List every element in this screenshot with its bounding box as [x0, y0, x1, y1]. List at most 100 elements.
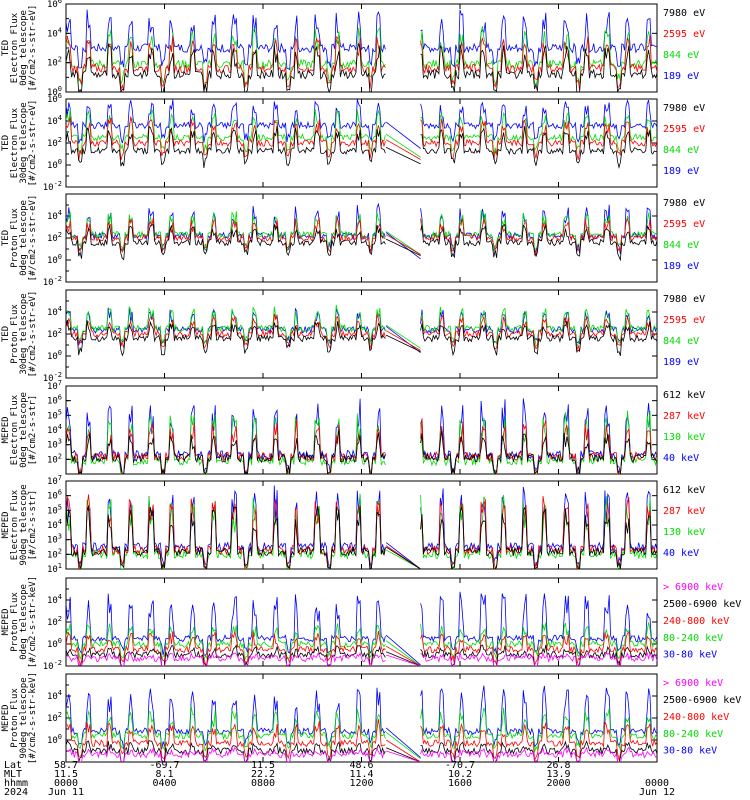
- y-tick-label: 106: [47, 394, 62, 407]
- y-tick-label: 102: [47, 231, 62, 244]
- y-tick-exponent: 0: [58, 637, 62, 645]
- gap-connector: [385, 147, 421, 165]
- gap-connector: [385, 334, 421, 352]
- y-tick-base: 10: [43, 662, 54, 672]
- y-tick-exponent: 2: [58, 327, 62, 335]
- gap-connector: [385, 330, 421, 351]
- y-axis-label: MEPEDProton Flux0deg telescope[#/cm2-s-s…: [1, 576, 38, 668]
- series-line: [66, 685, 657, 750]
- x-row-label: MLT: [4, 769, 22, 780]
- y-tick-exponent: 6: [58, 394, 62, 402]
- gap-connector: [385, 739, 421, 762]
- y-tick-base: 10: [47, 536, 58, 546]
- y-axis-label-line: 0deg telescope: [19, 10, 29, 86]
- legend-entry: 844 eV: [663, 145, 699, 156]
- x-tick-label: 26.8: [546, 760, 570, 771]
- y-tick-exponent: 2: [58, 547, 62, 555]
- y-tick-base: 10: [47, 477, 58, 487]
- series-line: [66, 209, 657, 253]
- y-axis-label-line: [#/cm2-s-str-eV]: [28, 195, 38, 282]
- series-line: [66, 651, 657, 666]
- legend-entry: 2595 eV: [663, 219, 705, 230]
- y-axis-label: TEDElectron Flux30deg telescope[#/cm2-s-…: [1, 100, 38, 187]
- x-tick-label: 0000: [645, 778, 669, 789]
- legend-entry: 287 keV: [663, 411, 705, 422]
- gap-connector: [385, 651, 421, 666]
- x-row-label: Lat: [4, 760, 22, 771]
- y-tick-label: 104: [47, 114, 62, 127]
- y-tick-exponent: 3: [58, 533, 62, 541]
- gap-connector: [385, 542, 421, 569]
- y-tick-base: 10: [47, 88, 58, 98]
- y-tick-exponent: 7: [58, 474, 62, 482]
- gap-connector: [385, 634, 421, 666]
- gap-connector: [385, 121, 421, 149]
- y-tick-base: 10: [47, 714, 58, 724]
- y-axis-label-line: 30deg telescope: [19, 293, 29, 374]
- y-tick-exponent: 5: [58, 503, 62, 511]
- y-tick-base: 10: [47, 234, 58, 244]
- gap-connector: [385, 747, 421, 762]
- series-line: [66, 398, 657, 474]
- x-tick-label: 48.6: [349, 760, 373, 771]
- y-tick-exponent: -2: [54, 180, 62, 188]
- y-axis-label: MEPEDProton Flux90deg telescope[#/cm2-s-…: [1, 672, 38, 764]
- x-tick-label: 22.2: [251, 769, 275, 780]
- y-axis-label-line: Electron Flux: [10, 489, 20, 560]
- series-line: [66, 591, 657, 657]
- legend-entry: 844 eV: [663, 50, 699, 61]
- x-tick-label: 8.1: [155, 769, 173, 780]
- y-tick-base: 10: [47, 139, 58, 149]
- y-tick-label: 102: [47, 136, 62, 149]
- x-tick-label: 0000: [54, 778, 78, 789]
- y-axis-label: MEPEDElectron Flux0deg telescope[#/cm2-s…: [1, 392, 38, 468]
- y-tick-base: 10: [47, 411, 58, 421]
- legend-entry: 7980 eV: [663, 103, 705, 114]
- y-tick-base: 10: [47, 382, 58, 392]
- y-tick-base: 10: [47, 550, 58, 560]
- y-tick-label: 104: [47, 209, 62, 222]
- x-tick-label: 58.7: [54, 760, 78, 771]
- y-tick-label: 105: [47, 408, 62, 421]
- y-axis-label-line: MEPED: [1, 416, 11, 443]
- series-line: [66, 313, 657, 352]
- gap-connector: [385, 727, 421, 758]
- y-tick-exponent: 2: [58, 452, 62, 460]
- gap-connector: [385, 238, 421, 256]
- y-tick-label: 102: [47, 452, 62, 465]
- y-tick-base: 10: [47, 640, 58, 650]
- y-tick-exponent: 4: [58, 305, 62, 313]
- x-tick-label: 1200: [349, 778, 373, 789]
- y-tick-label: 104: [47, 518, 62, 531]
- y-axis-label-line: 30deg telescope: [19, 102, 29, 183]
- y-tick-exponent: -2: [54, 659, 62, 667]
- y-tick-base: 10: [47, 565, 58, 575]
- y-tick-label: 100: [47, 85, 62, 98]
- legend-entry: 612 keV: [663, 390, 705, 401]
- y-tick-label: 107: [47, 379, 62, 392]
- series-line: [66, 622, 657, 661]
- y-tick-exponent: 2: [58, 711, 62, 719]
- series-line: [66, 99, 657, 144]
- x-tick-label: 13.9: [546, 769, 570, 780]
- y-tick-exponent: 7: [58, 379, 62, 387]
- y-tick-exponent: 1: [58, 562, 62, 570]
- series-line: [66, 116, 657, 161]
- x-tick-label: 0800: [251, 778, 275, 789]
- series-line: [66, 719, 657, 761]
- y-tick-exponent: 6: [58, 489, 62, 497]
- legend-entry: 189 eV: [663, 261, 699, 272]
- gap-connector: [385, 324, 421, 349]
- y-axis-label-line: TED: [1, 40, 11, 56]
- y-tick-label: 103: [47, 533, 62, 546]
- series-line: [66, 109, 657, 156]
- y-tick-base: 10: [47, 59, 58, 69]
- y-axis-label-line: 0deg telescope: [19, 584, 29, 660]
- x-tick-label: Jun 12: [639, 787, 675, 798]
- y-tick-label: 106: [47, 92, 62, 105]
- y-tick-label: 102: [47, 56, 62, 69]
- y-axis-label-line: Electron Flux: [10, 12, 20, 83]
